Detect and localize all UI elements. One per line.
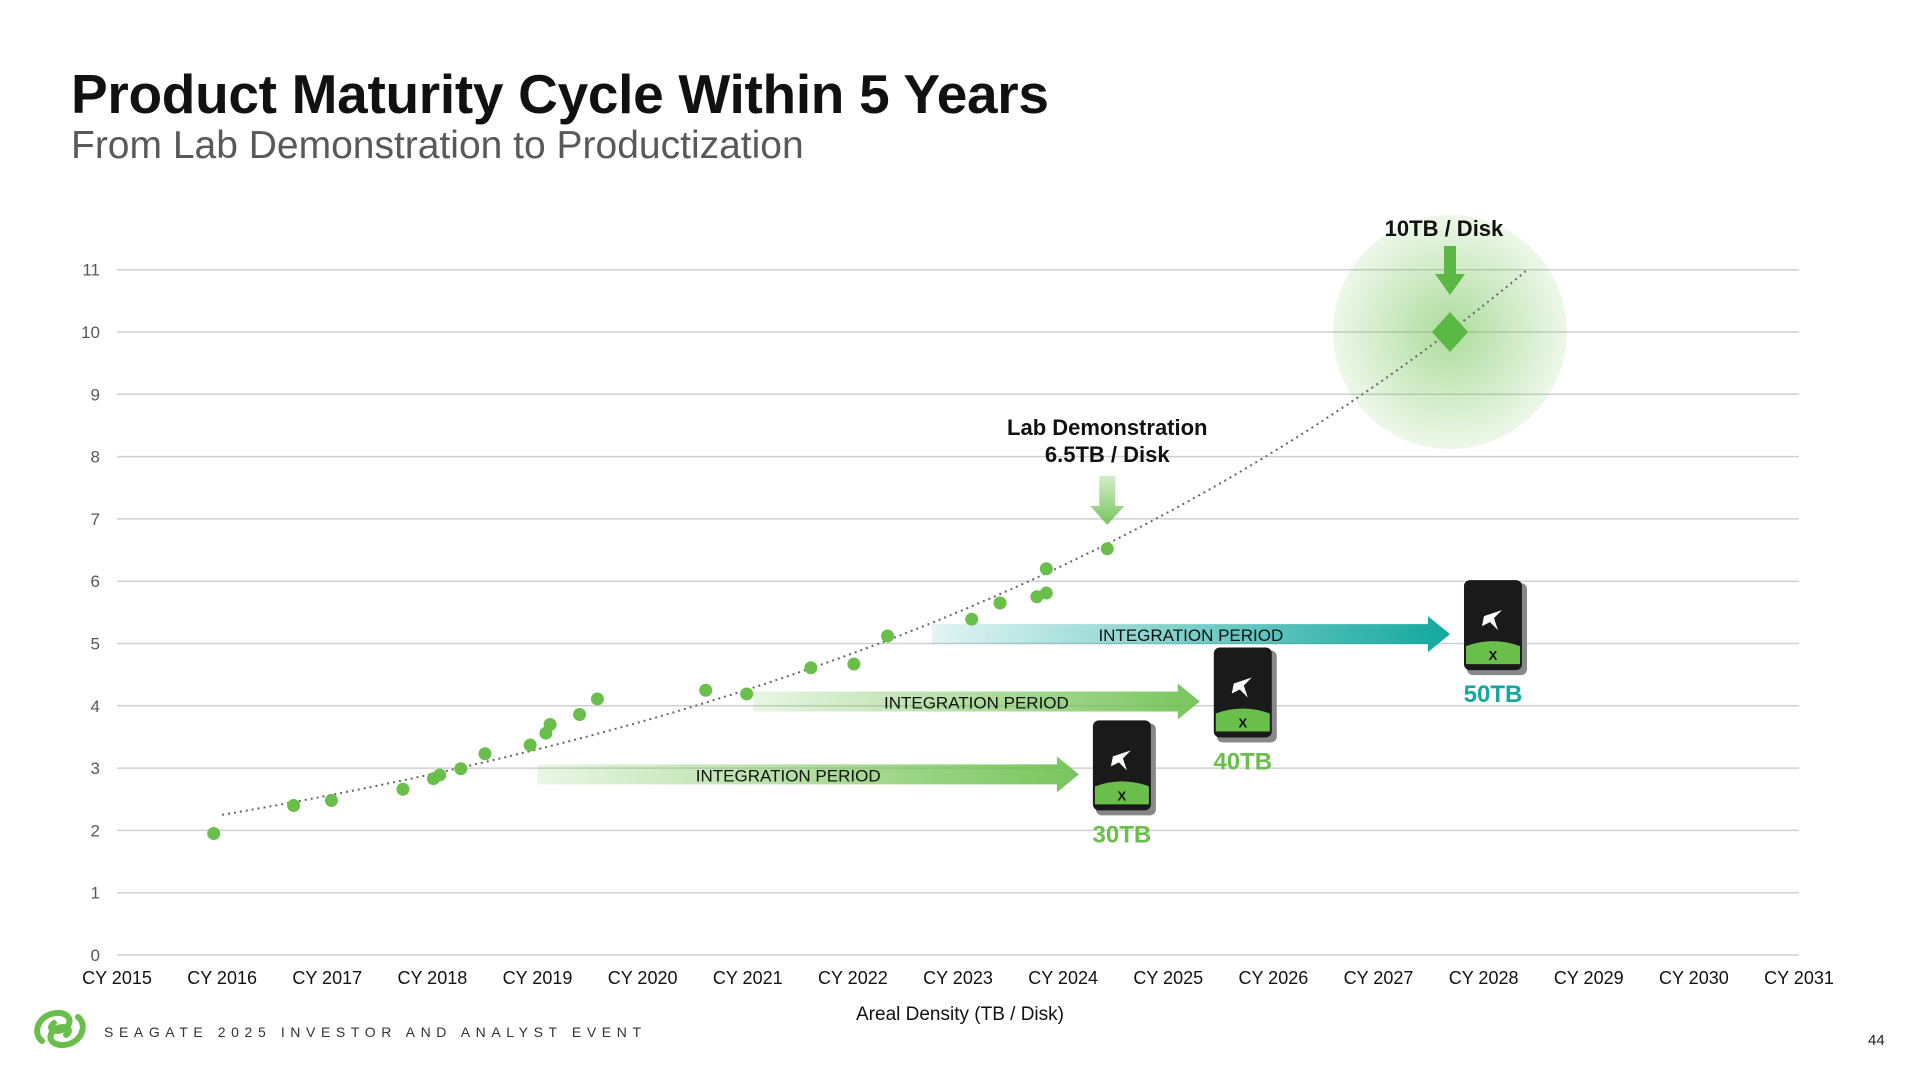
x-tick-label: CY 2031 xyxy=(1764,968,1834,988)
footer-event: SEAGATE 2025 INVESTOR AND ANALYST EVENT xyxy=(104,1024,647,1040)
down-arrow-icon xyxy=(1090,476,1125,525)
target-diamond xyxy=(1431,312,1468,352)
target-label: 10TB / Disk xyxy=(1385,216,1504,241)
data-point xyxy=(324,793,338,807)
data-point xyxy=(478,747,492,761)
hard-drive-icon: X xyxy=(1213,647,1277,743)
data-point xyxy=(993,596,1007,610)
x-tick-label: CY 2020 xyxy=(608,968,678,988)
x-tick-label: CY 2022 xyxy=(818,968,888,988)
hard-drive-icon: X xyxy=(1463,580,1527,676)
data-point xyxy=(1039,562,1053,576)
integration-arrow: INTEGRATION PERIOD xyxy=(753,683,1200,720)
page-title: Product Maturity Cycle Within 5 Years xyxy=(71,63,1049,125)
data-point xyxy=(965,612,979,626)
data-point xyxy=(454,762,468,776)
x-tick-label: CY 2025 xyxy=(1133,968,1203,988)
x-tick-label: CY 2028 xyxy=(1449,968,1519,988)
integration-label: INTEGRATION PERIOD xyxy=(1098,626,1283,645)
y-tick-label: 11 xyxy=(82,261,100,280)
page-number: 44 xyxy=(1868,1032,1885,1049)
data-point xyxy=(433,768,447,782)
page-subtitle: From Lab Demonstration to Productization xyxy=(71,124,804,167)
data-point xyxy=(523,738,537,752)
y-tick-label: 2 xyxy=(91,821,100,840)
x-tick-label: CY 2024 xyxy=(1028,968,1098,988)
product-capacity-label: 50TB xyxy=(1464,681,1523,708)
svg-text:X: X xyxy=(1238,715,1247,730)
x-tick-label: CY 2016 xyxy=(187,968,257,988)
x-tick-label: CY 2026 xyxy=(1239,968,1309,988)
hard-drive-icon: X xyxy=(1092,720,1156,816)
data-point xyxy=(847,657,861,671)
x-tick-label: CY 2015 xyxy=(82,968,152,988)
y-tick-label: 0 xyxy=(91,946,100,965)
x-axis-title: Areal Density (TB / Disk) xyxy=(856,1004,1064,1025)
y-tick-label: 9 xyxy=(91,385,100,404)
data-point xyxy=(573,708,587,722)
x-tick-label: CY 2017 xyxy=(292,968,362,988)
y-tick-label: 7 xyxy=(91,510,100,529)
data-point xyxy=(881,629,895,643)
data-point xyxy=(1100,542,1114,556)
arrow-shape xyxy=(537,756,1079,793)
arrow-shape xyxy=(753,683,1200,720)
data-point xyxy=(804,661,818,675)
integration-arrow: INTEGRATION PERIOD xyxy=(537,756,1079,793)
lab-demo-label: Lab Demonstration xyxy=(1007,415,1207,440)
y-tick-label: 8 xyxy=(91,448,100,467)
data-point xyxy=(543,717,557,731)
y-tick-label: 5 xyxy=(91,635,100,654)
data-point xyxy=(1039,586,1053,600)
svg-text:X: X xyxy=(1118,788,1127,803)
integration-label: INTEGRATION PERIOD xyxy=(884,693,1069,712)
x-tick-label: CY 2029 xyxy=(1554,968,1624,988)
lab-demo-value: 6.5TB / Disk xyxy=(1045,442,1170,467)
x-tick-label: CY 2021 xyxy=(713,968,783,988)
data-point xyxy=(287,798,301,812)
x-tick-label: CY 2018 xyxy=(398,968,468,988)
product-capacity-label: 30TB xyxy=(1093,821,1152,848)
svg-text:X: X xyxy=(1489,648,1498,663)
seagate-logo-icon xyxy=(34,1009,86,1049)
y-tick-label: 3 xyxy=(91,759,100,778)
y-tick-label: 4 xyxy=(91,697,100,716)
x-tick-label: CY 2023 xyxy=(923,968,993,988)
x-tick-label: CY 2019 xyxy=(503,968,573,988)
data-point xyxy=(590,692,604,706)
arrow-shape xyxy=(931,616,1450,653)
data-point xyxy=(396,782,410,796)
y-tick-label: 1 xyxy=(91,884,100,903)
x-tick-label: CY 2030 xyxy=(1659,968,1729,988)
data-point xyxy=(699,683,713,697)
product-capacity-label: 40TB xyxy=(1213,748,1272,775)
integration-arrow: INTEGRATION PERIOD xyxy=(931,616,1450,653)
y-tick-label: 10 xyxy=(81,323,100,342)
data-point xyxy=(207,827,221,841)
data-point xyxy=(740,687,754,701)
x-tick-label: CY 2027 xyxy=(1344,968,1414,988)
down-arrow-icon xyxy=(1434,246,1465,295)
trendline xyxy=(221,270,1527,816)
integration-label: INTEGRATION PERIOD xyxy=(696,766,881,785)
y-tick-label: 6 xyxy=(91,572,100,591)
